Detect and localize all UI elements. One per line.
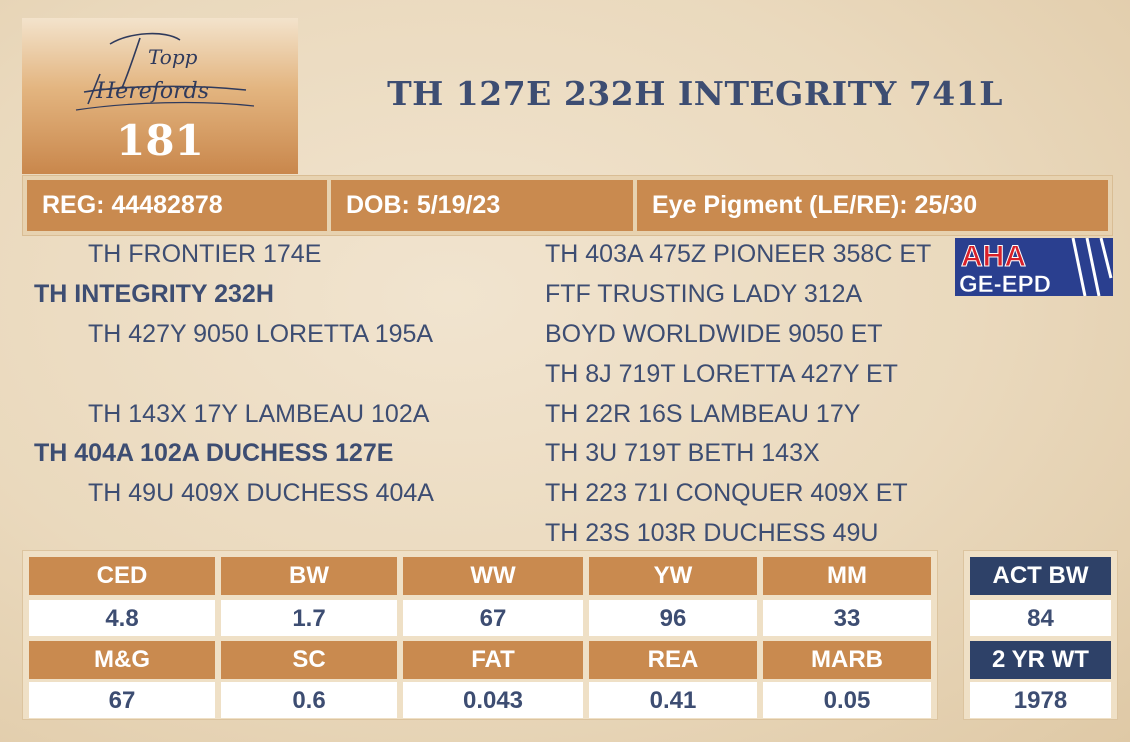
logo-herefords-text: Herefords [95, 79, 209, 104]
pedigree-sire: TH INTEGRITY 232H [34, 280, 274, 308]
lot-number: 181 [116, 116, 204, 165]
epd-header-bw: BW [221, 557, 397, 595]
epd-header-rea: REA [589, 641, 757, 679]
pedigree-third-gen-item: BOYD WORLDWIDE 9050 ET [545, 320, 883, 348]
epd-header-mm: MM [763, 557, 931, 595]
epd-header-yw: YW [589, 557, 757, 595]
epd-header-mg: M&G [29, 641, 215, 679]
pedigree-sire-sire: TH FRONTIER 174E [88, 240, 322, 268]
pedigree-dam-dam: TH 49U 409X DUCHESS 404A [88, 479, 434, 507]
pedigree-dam-sire: TH 143X 17Y LAMBEAU 102A [88, 400, 430, 428]
date-of-birth: DOB: 5/19/23 [331, 180, 633, 231]
epd-value-ced: 4.8 [29, 600, 215, 636]
epd-value-bw: 1.7 [221, 600, 397, 636]
epd-header-ced: CED [29, 557, 215, 595]
topp-herefords-logo: Topp Herefords [75, 32, 255, 111]
pedigree-dam: TH 404A 102A DUCHESS 127E [34, 439, 394, 467]
actual-weights-panel: ACT BW 84 2 YR WT 1978 [963, 550, 1118, 720]
badge-aha-text: AHA [961, 240, 1026, 273]
epd-value-sc: 0.6 [221, 682, 397, 718]
pedigree-third-gen-item: TH 8J 719T LORETTA 427Y ET [545, 360, 898, 388]
epd-value-marb: 0.05 [763, 682, 931, 718]
epd-value-ww: 67 [403, 600, 583, 636]
pedigree-third-gen-item: TH 223 71I CONQUER 409X ET [545, 479, 908, 507]
two-yr-wt-label: 2 YR WT [970, 641, 1111, 679]
epd-value-mm: 33 [763, 600, 931, 636]
epd-value-rea: 0.41 [589, 682, 757, 718]
epd-header-ww: WW [403, 557, 583, 595]
eye-pigment: Eye Pigment (LE/RE): 25/30 [637, 180, 1108, 231]
epd-header-fat: FAT [403, 641, 583, 679]
info-bar: REG: 44482878 DOB: 5/19/23 Eye Pigment (… [22, 175, 1113, 236]
epd-value-mg: 67 [29, 682, 215, 718]
logo-topp-text: Topp [148, 45, 198, 69]
epd-header-sc: SC [221, 641, 397, 679]
pedigree-third-gen-item: TH 3U 719T BETH 143X [545, 439, 820, 467]
act-bw-value: 84 [970, 600, 1111, 636]
animal-name: TH 127E 232H INTEGRITY 741L [387, 74, 1003, 113]
two-yr-wt-value: 1978 [970, 682, 1111, 718]
registration-number: REG: 44482878 [27, 180, 327, 231]
logo-box: Topp Herefords 181 [22, 18, 298, 174]
pedigree-third-gen-item: TH 22R 16S LAMBEAU 17Y [545, 400, 861, 428]
pedigree-third-gen-item: TH 403A 475Z PIONEER 358C ET [545, 240, 932, 268]
epd-header-marb: MARB [763, 641, 931, 679]
epd-value-fat: 0.043 [403, 682, 583, 718]
pedigree-third-gen-item: FTF TRUSTING LADY 312A [545, 280, 863, 308]
pedigree-sire-dam: TH 427Y 9050 LORETTA 195A [88, 320, 434, 348]
epd-table: CED BW WW YW MM 4.8 1.7 67 96 33 M&G SC … [22, 550, 938, 720]
epd-value-yw: 96 [589, 600, 757, 636]
act-bw-label: ACT BW [970, 557, 1111, 595]
aha-ge-epd-badge: AHA GE-EPD [955, 238, 1113, 296]
badge-ge-epd-text: GE-EPD [959, 271, 1051, 296]
pedigree-third-gen-item: TH 23S 103R DUCHESS 49U [545, 519, 879, 547]
